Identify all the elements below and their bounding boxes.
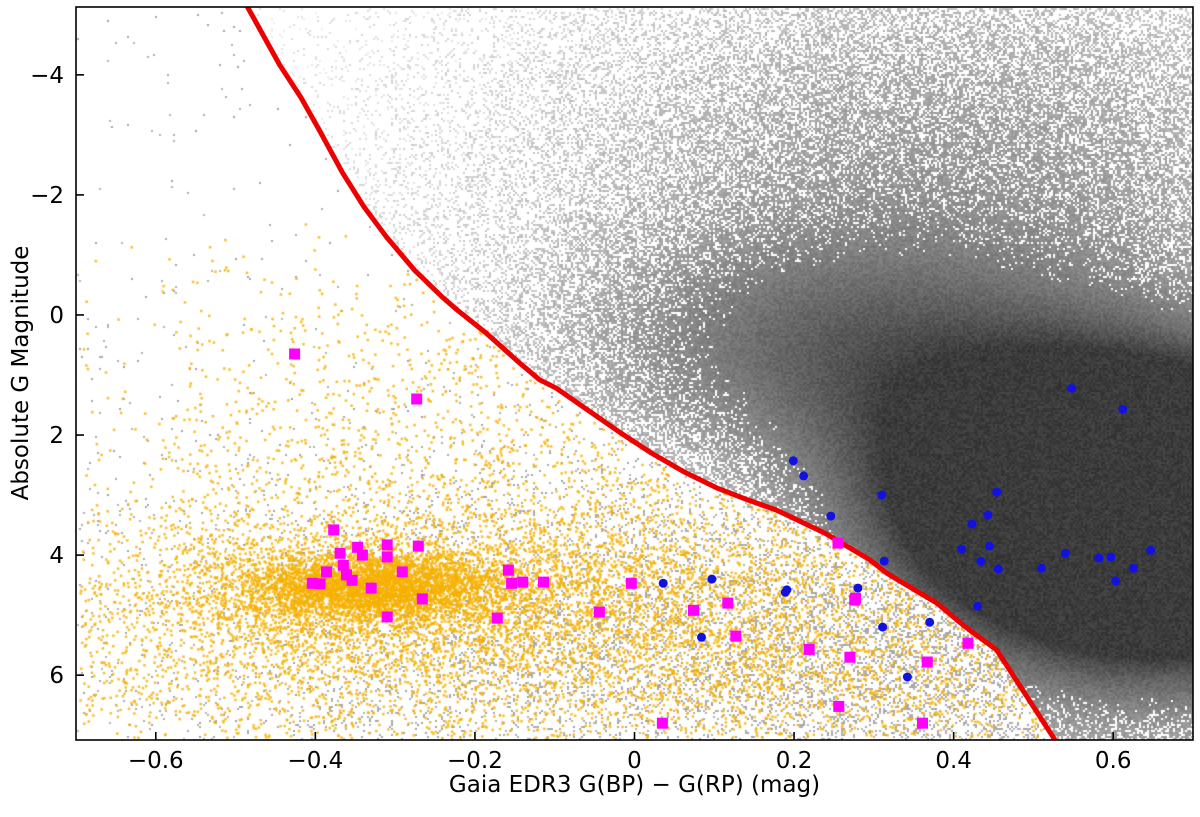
blue-circle-marker xyxy=(697,632,706,642)
magenta-square-marker xyxy=(688,604,699,616)
magenta-square-marker xyxy=(381,551,393,563)
magenta-square-marker xyxy=(381,539,393,551)
blue-circle-marker xyxy=(878,622,888,632)
boundary-curve-layer xyxy=(245,7,1058,740)
blue-circle-marker xyxy=(973,601,983,611)
magenta-square-marker xyxy=(502,564,514,576)
magenta-square-marker xyxy=(352,541,364,553)
blue-circle-marker xyxy=(1118,404,1128,414)
blue-circle-marker xyxy=(1036,563,1046,573)
boundary-curve xyxy=(245,7,1058,740)
magenta-square-marker xyxy=(506,577,518,589)
magenta-square-marker xyxy=(803,643,815,655)
magenta-square-marker xyxy=(921,656,933,668)
magenta-square-marker xyxy=(356,549,368,561)
blue-circle-marker xyxy=(879,556,889,566)
magenta-square-marker xyxy=(365,582,377,594)
x-tick-label: −0.6 xyxy=(128,748,184,774)
magenta-square-marker xyxy=(832,537,844,549)
magenta-square-marker xyxy=(334,547,346,559)
blue-circle-marker xyxy=(780,587,790,597)
x-tick-label: −0.2 xyxy=(447,748,503,774)
magenta-square-marker xyxy=(411,393,423,405)
x-tick-label: 0 xyxy=(627,748,642,774)
magenta-square-marker xyxy=(656,717,668,729)
x-tick-label: 0.2 xyxy=(776,748,813,774)
blue-circle-marker xyxy=(993,564,1003,574)
magenta-square-marker xyxy=(730,630,742,642)
blue-circle-marker xyxy=(707,574,717,584)
magenta-square-marker xyxy=(341,569,352,581)
blue-circle-marker xyxy=(658,578,668,588)
magenta-square-marker xyxy=(328,524,340,536)
blue-circle-marker xyxy=(976,556,986,566)
blue-circle-marker xyxy=(1094,553,1104,563)
magenta-square-marker xyxy=(321,566,332,578)
blue-circle-marker xyxy=(853,583,863,593)
magenta-square-marker xyxy=(337,559,349,571)
blue-circle-marker xyxy=(925,617,935,627)
magenta-square-marker xyxy=(346,574,358,586)
magenta-square-marker xyxy=(396,566,408,578)
magenta-square-marker xyxy=(538,576,549,588)
magenta-square-marker xyxy=(593,606,605,618)
y-tick-label: 6 xyxy=(49,663,64,689)
magenta-square-marker xyxy=(962,637,974,649)
blue-circle-marker xyxy=(826,511,836,521)
y-axis-title: Absolute G Magnitude xyxy=(8,245,34,501)
blue-circle-marker xyxy=(1111,576,1121,586)
blue-circle-marker xyxy=(992,487,1002,497)
magenta-square-marker xyxy=(314,578,326,590)
magenta-square-marker xyxy=(917,717,928,729)
magenta-square-marker xyxy=(491,612,503,624)
blue-circle-marker xyxy=(902,672,912,682)
magenta-square-marker xyxy=(412,540,424,552)
blue-circles-layer xyxy=(658,383,1156,682)
magenta-square-marker xyxy=(844,651,856,663)
x-tick-label: 0.4 xyxy=(935,748,972,774)
magenta-square-marker xyxy=(517,576,529,588)
axes-frame xyxy=(75,6,1194,741)
blue-circle-marker xyxy=(985,541,994,551)
magenta-square-marker xyxy=(381,611,393,623)
y-tick-label: −2 xyxy=(30,183,64,209)
magenta-square-marker xyxy=(625,577,637,589)
blue-circle-marker xyxy=(1128,563,1138,573)
magenta-square-marker xyxy=(722,597,734,609)
blue-circle-marker xyxy=(967,519,977,529)
y-tick-label: 0 xyxy=(49,303,64,329)
axes-frame-layer xyxy=(75,6,1194,741)
blue-circle-marker xyxy=(788,456,798,466)
axes-ticks-layer: −0.6 −0.4 −0.2 0 0.2 0.4 0.6 −4 −2 0 2 4 6 xyxy=(30,63,1131,774)
y-tick-label: 2 xyxy=(49,423,64,449)
magenta-square-marker xyxy=(833,700,845,712)
blue-circle-marker xyxy=(799,471,809,481)
magenta-squares-layer xyxy=(289,348,974,729)
blue-circle-marker xyxy=(983,510,993,520)
blue-circle-marker xyxy=(1060,548,1070,558)
x-tick-label: 0.6 xyxy=(1095,748,1132,774)
blue-circle-marker xyxy=(1146,545,1156,555)
blue-circle-marker xyxy=(1067,383,1077,393)
blue-circle-marker xyxy=(877,490,887,500)
x-axis-title: Gaia EDR3 G(BP) − G(RP) (mag) xyxy=(448,772,821,798)
x-tick-label: −0.4 xyxy=(287,748,343,774)
blue-circle-marker xyxy=(957,544,967,554)
magenta-square-marker xyxy=(416,593,428,605)
magenta-square-marker xyxy=(306,577,318,589)
blue-circle-marker xyxy=(1106,552,1116,562)
magenta-square-marker xyxy=(850,592,861,604)
y-tick-label: −4 xyxy=(30,63,64,89)
y-tick-label: 4 xyxy=(49,543,64,569)
magenta-square-marker xyxy=(289,348,301,360)
